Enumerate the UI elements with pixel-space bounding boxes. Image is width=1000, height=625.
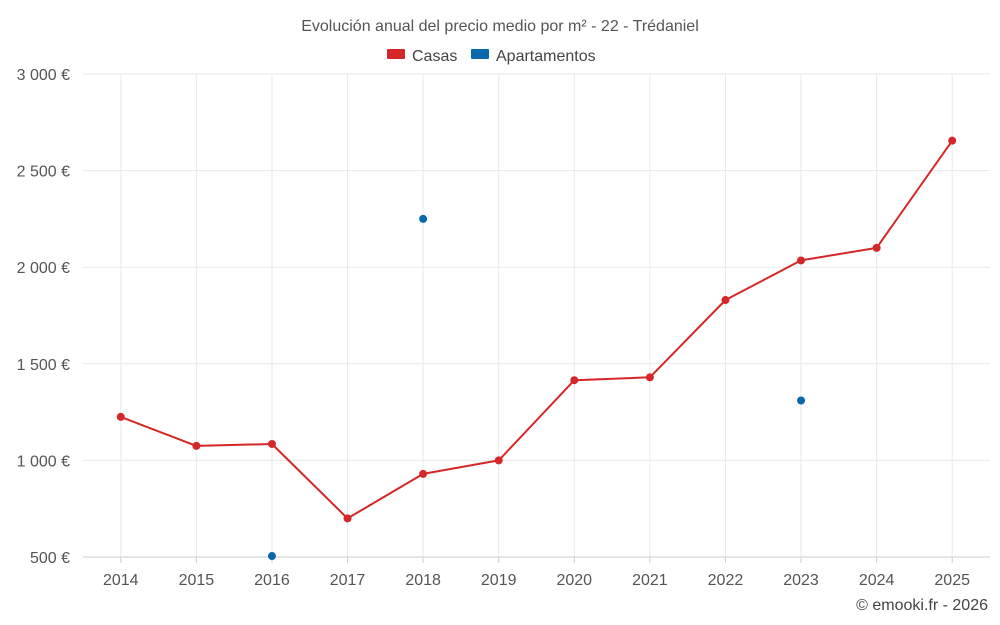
x-tick-label: 2016 bbox=[254, 572, 290, 589]
y-tick-label: 3 000 € bbox=[17, 67, 70, 84]
x-tick-label: 2020 bbox=[556, 572, 592, 589]
series-layer bbox=[116, 136, 957, 561]
y-axis: 500 € 1 000 € 1 500 € 2 000 € 2 500 € 3 000 € bbox=[17, 67, 70, 567]
x-tick-label: 2019 bbox=[481, 572, 517, 589]
legend-swatch-casas bbox=[387, 49, 405, 59]
data-point-casas-2016[interactable] bbox=[267, 439, 276, 448]
y-tick-label: 500 € bbox=[30, 550, 70, 567]
x-tick-label: 2017 bbox=[330, 572, 366, 589]
legend-label-apartamentos: Apartamentos bbox=[496, 48, 596, 65]
grid bbox=[83, 73, 990, 558]
data-point-casas-2024[interactable] bbox=[872, 243, 881, 252]
x-tick-label: 2022 bbox=[708, 572, 744, 589]
data-point-casas-2018[interactable] bbox=[419, 469, 428, 478]
data-point-casas-2025[interactable] bbox=[948, 136, 957, 145]
x-axis: 2014 2015 2016 2017 2018 2019 2020 2021 2022 2023… bbox=[103, 557, 970, 589]
data-point-casas-2014[interactable] bbox=[116, 412, 125, 421]
legend: Casas Apartamentos bbox=[387, 48, 596, 65]
data-point-casas-2020[interactable] bbox=[570, 376, 579, 385]
y-tick-label: 1 000 € bbox=[17, 453, 70, 470]
x-tick-label: 2018 bbox=[405, 572, 441, 589]
x-tick-label: 2024 bbox=[859, 572, 895, 589]
credit-text: © emooki.fr - 2026 bbox=[856, 597, 988, 614]
data-point-casas-2019[interactable] bbox=[494, 456, 503, 465]
x-tick-label: 2021 bbox=[632, 572, 668, 589]
data-point-casas-2023[interactable] bbox=[797, 256, 806, 265]
legend-item-apartamentos[interactable]: Apartamentos bbox=[471, 48, 596, 65]
y-tick-label: 2 000 € bbox=[17, 260, 70, 277]
data-point-apartamentos-2016[interactable] bbox=[267, 552, 276, 561]
x-tick-label: 2014 bbox=[103, 572, 139, 589]
data-point-casas-2017[interactable] bbox=[343, 514, 352, 523]
chart-title: Evolución anual del precio medio por m² … bbox=[301, 18, 699, 35]
y-tick-label: 1 500 € bbox=[17, 357, 70, 374]
data-point-apartamentos-2023[interactable] bbox=[797, 396, 806, 405]
data-point-apartamentos-2018[interactable] bbox=[419, 214, 428, 223]
series-casas bbox=[116, 136, 957, 523]
legend-swatch-apartamentos bbox=[471, 49, 489, 59]
x-tick-label: 2023 bbox=[783, 572, 819, 589]
data-point-casas-2015[interactable] bbox=[192, 441, 201, 450]
x-tick-label: 2015 bbox=[179, 572, 215, 589]
legend-label-casas: Casas bbox=[412, 48, 457, 65]
data-point-casas-2022[interactable] bbox=[721, 296, 730, 305]
series-apartamentos bbox=[267, 214, 806, 561]
legend-item-casas[interactable]: Casas bbox=[387, 48, 457, 65]
data-point-casas-2021[interactable] bbox=[645, 373, 654, 382]
y-tick-label: 2 500 € bbox=[17, 164, 70, 181]
x-tick-label: 2025 bbox=[934, 572, 970, 589]
series-line-casas bbox=[120, 140, 954, 520]
